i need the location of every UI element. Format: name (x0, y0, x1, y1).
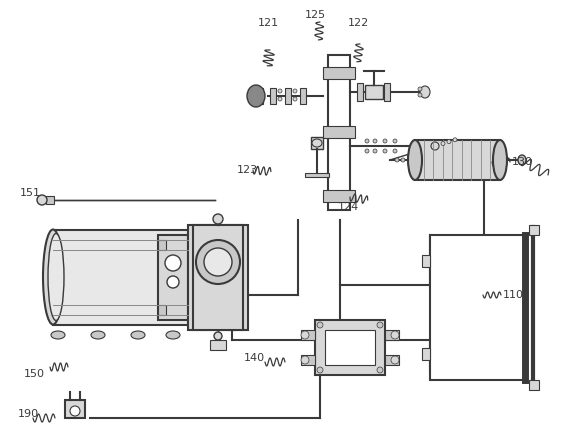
Text: 140: 140 (244, 353, 265, 363)
Bar (384, 83, 390, 101)
Bar (430, 235, 525, 380)
Circle shape (167, 276, 179, 288)
Circle shape (196, 240, 240, 284)
Bar (385, 355, 399, 365)
Ellipse shape (131, 331, 145, 339)
Circle shape (418, 93, 422, 97)
Circle shape (393, 139, 397, 143)
Bar (529, 225, 539, 235)
Circle shape (278, 97, 282, 101)
Text: 123: 123 (237, 165, 258, 175)
Bar (253, 88, 263, 104)
Circle shape (391, 356, 399, 364)
Text: 122: 122 (347, 18, 369, 28)
Bar (158, 235, 188, 320)
Text: 190: 190 (18, 409, 39, 419)
Ellipse shape (420, 86, 430, 98)
Circle shape (377, 322, 383, 328)
Text: 121: 121 (258, 18, 278, 28)
Bar (305, 173, 329, 177)
Circle shape (383, 149, 387, 153)
Text: 130: 130 (512, 157, 533, 167)
Text: 125: 125 (304, 10, 325, 20)
Circle shape (365, 149, 369, 153)
Ellipse shape (51, 331, 65, 339)
Bar (65, 400, 85, 418)
Circle shape (441, 141, 445, 145)
Circle shape (373, 149, 377, 153)
Ellipse shape (43, 230, 63, 325)
Bar (301, 355, 315, 365)
Circle shape (453, 138, 457, 142)
Circle shape (401, 158, 405, 162)
Bar (365, 85, 383, 99)
Circle shape (391, 331, 399, 339)
Bar (415, 140, 500, 180)
Circle shape (393, 149, 397, 153)
Circle shape (204, 248, 232, 276)
Bar (323, 126, 355, 138)
Circle shape (293, 97, 297, 101)
Circle shape (418, 87, 422, 91)
Bar (193, 225, 243, 330)
Bar (311, 137, 323, 149)
Bar (46, 196, 54, 204)
Circle shape (317, 322, 323, 328)
Circle shape (293, 89, 297, 93)
Ellipse shape (166, 331, 180, 339)
Bar (323, 67, 355, 79)
Circle shape (301, 356, 309, 364)
Text: 151: 151 (20, 188, 41, 198)
Circle shape (317, 367, 323, 373)
Bar (285, 88, 291, 104)
Bar (158, 305, 166, 315)
Circle shape (165, 255, 181, 271)
Bar (300, 88, 306, 104)
Circle shape (395, 158, 399, 162)
Circle shape (447, 140, 451, 144)
Circle shape (278, 89, 282, 93)
Text: 150: 150 (24, 369, 45, 379)
Bar (210, 340, 226, 350)
Bar (323, 190, 355, 202)
Circle shape (373, 139, 377, 143)
Bar (385, 330, 399, 340)
Circle shape (383, 139, 387, 143)
Bar (529, 380, 539, 390)
Bar (422, 348, 430, 360)
Bar (301, 330, 315, 340)
Circle shape (70, 406, 80, 416)
Ellipse shape (247, 85, 265, 107)
Ellipse shape (91, 331, 105, 339)
Circle shape (213, 214, 223, 224)
Ellipse shape (48, 234, 64, 321)
Ellipse shape (408, 140, 422, 180)
Bar (53, 230, 188, 325)
Circle shape (377, 367, 383, 373)
Text: 110: 110 (503, 290, 524, 300)
Ellipse shape (493, 140, 507, 180)
Circle shape (431, 142, 439, 150)
Text: 124: 124 (338, 202, 359, 212)
Ellipse shape (518, 155, 526, 165)
Bar (328, 55, 350, 210)
Bar (357, 83, 363, 101)
Circle shape (301, 331, 309, 339)
Circle shape (365, 139, 369, 143)
Bar (422, 255, 430, 267)
Ellipse shape (312, 139, 322, 147)
Bar (315, 320, 385, 375)
Bar (188, 225, 248, 330)
Bar (270, 88, 276, 104)
Circle shape (37, 195, 47, 205)
Circle shape (214, 332, 222, 340)
Bar (325, 330, 375, 365)
Bar (158, 240, 166, 250)
